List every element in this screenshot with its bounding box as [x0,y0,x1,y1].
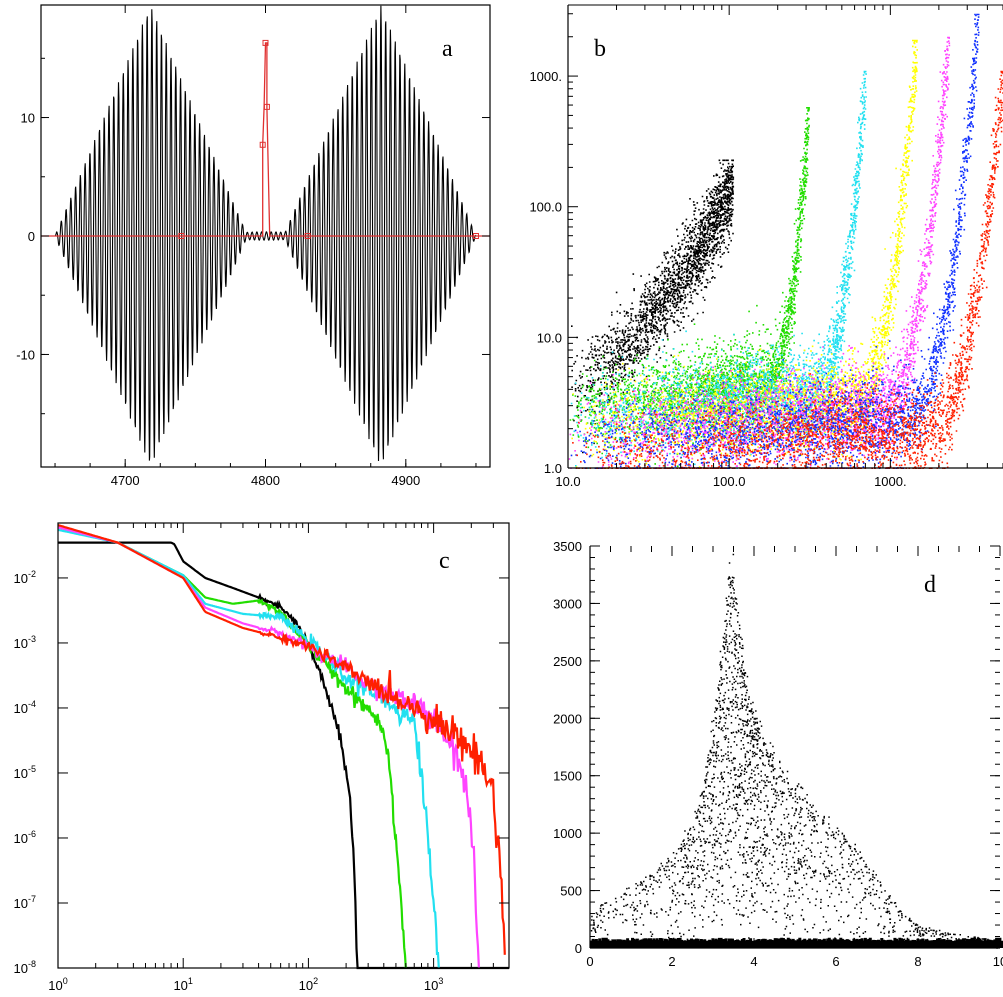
panel-c: 100 101 102 10310-210-310-410-510-610-710-8… [14,522,510,993]
panel-d-xtick-label: 6 [832,954,839,969]
panel-d-label: d [924,572,936,598]
panel-d-ytick-label: 2500 [553,654,582,669]
panel-d-ytick-label: 2000 [553,711,582,726]
panel-a-ytick-label: -10 [16,347,35,362]
panel-d: 0 2 4 6 8 10 0 500 1000 1500 2000 2500 3000 3500 d [553,539,1003,969]
panel-a-marker-2 [263,103,270,110]
panel-a-marker-4 [304,233,311,239]
panel-d-ytick-label: 1500 [553,769,582,784]
panel-a-marker-0 [178,233,185,239]
panel-d-xtick-label: 2 [668,954,675,969]
panel-d-xtick-label: 0 [586,954,593,969]
panel-b-ytick-label: 100.0 [529,200,562,215]
panel-b-series-0 [571,159,735,454]
panel-b-xtick-label: 100.0 [713,474,746,489]
panel-d-ytick-label: 0 [575,941,582,956]
panel-a-series-black [41,5,490,462]
panel-b-ytick-label: 10.0 [537,330,562,345]
panel-a: 4700 4800 4900 10 0 -10 a [16,4,491,488]
panel-a-marker-5 [472,233,479,239]
panel-a-label: a [442,36,453,62]
panel-a-ytick-label: 10 [21,111,35,126]
panel-a-xtick-label: 4800 [251,473,280,488]
panel-a-ytick-label: 0 [28,229,35,244]
panel-d-ticks: 0 2 4 6 8 10 0 500 1000 1500 2000 2500 3000 3500 [553,539,1003,969]
panel-d-ytick-label: 1000 [553,826,582,841]
panel-b-ticks: 10.0 100.0 1000.1000.100.010.01.0 [529,5,1003,489]
panel-d-xtick-label: 10 [993,954,1003,969]
panel-a-xtick-label: 4900 [391,473,420,488]
panel-b-xtick-label: 1000. [874,474,907,489]
panel-b-ytick-label: 1.0 [544,461,562,476]
panel-a-ticks: 4700 4800 4900 10 0 -10 [16,5,490,488]
panel-b: 10.0 100.0 1000.1000.100.010.01.0 b [529,4,1003,489]
panel-d-ytick-label: 500 [560,884,582,899]
panel-d-ytick-label: 3000 [553,596,582,611]
panel-a-marker-3 [262,39,269,46]
panel-d-xtick-label: 8 [914,954,921,969]
panel-b-ytick-label: 1000. [529,69,562,84]
panel-b-xtick-label: 10.0 [555,474,580,489]
panel-a-marker-1 [259,141,266,148]
panel-b-series-1 [569,107,810,468]
panel-c-label: c [439,548,450,574]
panel-c-series-4 [57,524,506,955]
panel-d-ytick-label: 3500 [553,539,582,554]
panel-d-xtick-label: 4 [750,954,757,969]
panel-b-label: b [594,36,606,62]
panel-a-xtick-label: 4700 [111,473,140,488]
panel-c-frame [57,522,510,969]
panel-b-series-2 [570,70,867,469]
panel-a-series-red [41,42,490,237]
panel-b-plot-area [568,13,1003,470]
panel-a-plot-area [41,5,490,462]
